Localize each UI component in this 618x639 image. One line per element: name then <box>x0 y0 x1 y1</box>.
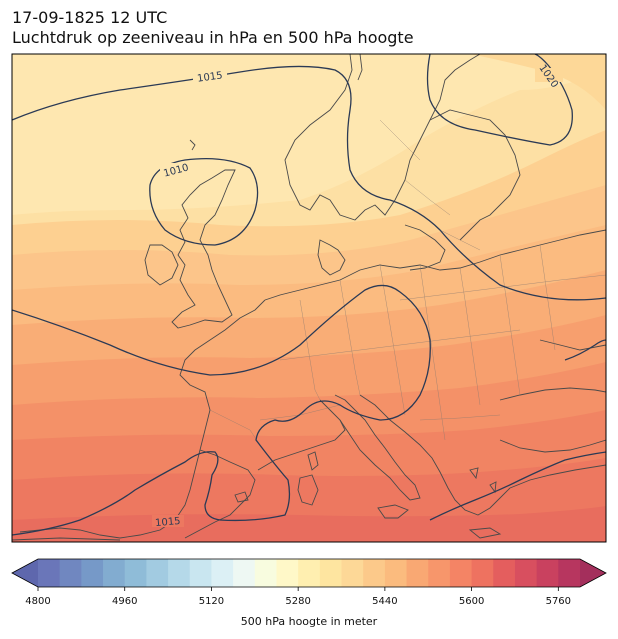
coastlines <box>12 54 606 541</box>
colorbar-bin <box>319 559 343 587</box>
label-bg <box>535 68 563 82</box>
colorbar-label: 500 hPa hoogte in meter <box>241 615 378 628</box>
colorbar-bins <box>38 559 581 587</box>
colorbar-bin <box>514 559 538 587</box>
colorbar-bin <box>341 559 364 587</box>
colorbar-tick-label: 5120 <box>199 596 224 607</box>
colorbar-bin <box>103 559 126 587</box>
colorbar-bin <box>428 559 451 587</box>
colorbar-bin <box>276 559 299 587</box>
colorbar-tick-label: 5760 <box>546 596 571 607</box>
colorbar-over-arrow <box>580 559 606 587</box>
height-band <box>470 54 606 110</box>
label-bg <box>160 163 194 175</box>
title-description: Luchtdruk op zeeniveau in hPa en 500 hPa… <box>12 28 414 47</box>
colorbar-bin <box>298 559 321 587</box>
colorbar-bin <box>254 559 277 587</box>
colorbar-ticks: 48004960512052805440560057605920 <box>25 587 571 607</box>
colorbar-tick-label: 4960 <box>112 596 137 607</box>
colorbar-tick-label: 5280 <box>285 596 310 607</box>
colorbar-bin <box>384 559 408 587</box>
isobar-e <box>564 339 606 361</box>
map-title: 17-09-1825 12 UTC Luchtdruk op zeeniveau… <box>12 8 414 48</box>
colorbar-bin <box>493 559 516 587</box>
isobar-1015 <box>12 65 606 301</box>
isobar-1010 <box>149 158 259 246</box>
weather-map: 1015 1010 1020 1015 <box>11 53 607 543</box>
isobar-label-1015-south: 1015 <box>155 516 181 529</box>
isobar-1020 <box>426 54 573 146</box>
isobar-label-1015: 1015 <box>197 70 224 84</box>
colorbar-outline <box>11 558 607 588</box>
colorbar-tick-label: 5600 <box>459 596 484 607</box>
colorbar-bin <box>168 559 191 587</box>
colorbar-tick-label: 5440 <box>372 596 397 607</box>
colorbar-bin <box>211 559 234 587</box>
map-frame <box>11 53 607 543</box>
colorbar-bin <box>124 559 147 587</box>
isobar-se <box>429 451 606 521</box>
colorbar-bin <box>471 559 494 587</box>
colorbar-bin <box>449 559 473 587</box>
colorbar-bin <box>189 559 212 587</box>
colorbar-bin <box>406 559 429 587</box>
colorbar-bin <box>558 559 581 587</box>
colorbar-tick-label: 4800 <box>25 596 50 607</box>
colorbar-bin <box>38 559 61 587</box>
colorbar-under-arrow <box>12 559 38 587</box>
country-borders <box>209 119 606 446</box>
colorbar-bin <box>81 559 104 587</box>
isobar-1015-south <box>12 284 431 536</box>
colorbar-bin <box>363 559 386 587</box>
label-bg <box>193 70 227 82</box>
colorbar-bin <box>146 559 169 587</box>
colorbar-bin <box>536 559 559 587</box>
colorbar-bin <box>233 559 256 587</box>
colorbar-bin <box>59 559 82 587</box>
title-datetime: 17-09-1825 12 UTC <box>12 8 168 27</box>
isobars <box>12 54 606 536</box>
label-bg <box>152 515 184 527</box>
